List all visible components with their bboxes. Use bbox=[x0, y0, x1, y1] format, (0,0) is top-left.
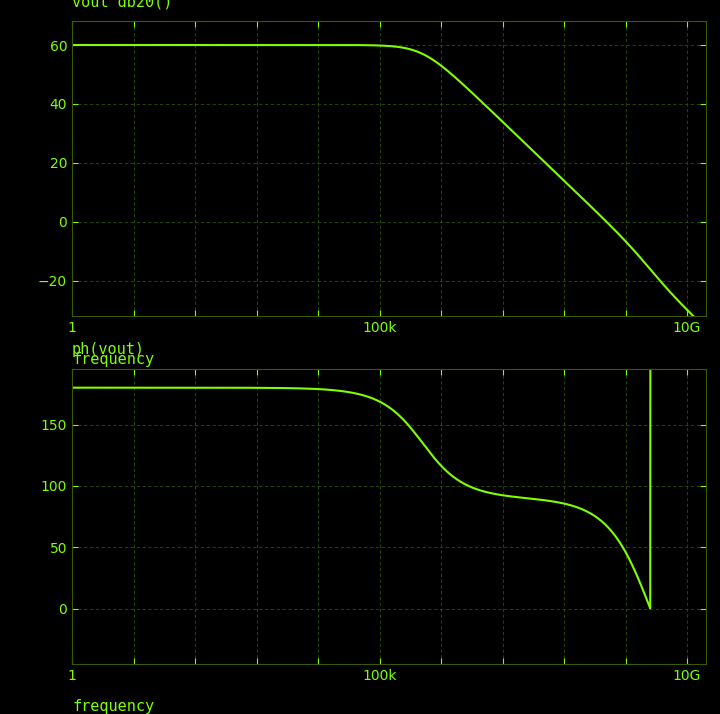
Text: frequency: frequency bbox=[72, 700, 154, 714]
Text: vout db20(): vout db20() bbox=[72, 0, 172, 9]
Text: frequency: frequency bbox=[72, 351, 154, 366]
Text: ph(vout): ph(vout) bbox=[72, 343, 145, 358]
